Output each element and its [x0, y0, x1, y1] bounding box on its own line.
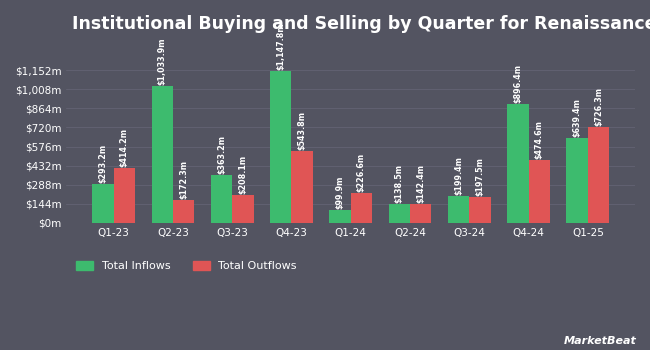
Bar [448, 196, 469, 223]
Bar [567, 138, 588, 223]
Text: $199.4m: $199.4m [454, 156, 463, 195]
Bar [588, 127, 609, 223]
Text: $363.2m: $363.2m [217, 135, 226, 174]
Bar [389, 204, 410, 223]
Bar [211, 175, 232, 223]
Text: $99.9m: $99.9m [335, 175, 345, 209]
Bar [351, 193, 372, 223]
Text: $639.4m: $639.4m [573, 98, 582, 137]
Text: $142.4m: $142.4m [416, 164, 425, 203]
Bar [528, 160, 550, 223]
Text: $293.2m: $293.2m [99, 144, 107, 183]
Text: $1,033.9m: $1,033.9m [158, 37, 167, 85]
Text: Institutional Buying and Selling by Quarter for RenaissanceRe: Institutional Buying and Selling by Quar… [72, 15, 650, 33]
Bar [114, 168, 135, 223]
Bar [507, 104, 528, 223]
Bar [330, 210, 351, 223]
Bar [173, 200, 194, 223]
Bar [151, 86, 173, 223]
Text: $172.3m: $172.3m [179, 160, 188, 199]
Bar [92, 184, 114, 223]
Text: $138.5m: $138.5m [395, 164, 404, 203]
Text: $896.4m: $896.4m [514, 64, 523, 103]
Text: $197.5m: $197.5m [475, 157, 484, 196]
Bar [469, 197, 491, 223]
Bar [291, 151, 313, 223]
Bar [410, 204, 432, 223]
Text: $414.2m: $414.2m [120, 128, 129, 167]
Bar [270, 71, 291, 223]
Text: MarketBeat: MarketBeat [564, 336, 637, 346]
Text: $543.8m: $543.8m [298, 111, 307, 150]
Text: $726.3m: $726.3m [594, 86, 603, 126]
Text: $1,147.8m: $1,147.8m [276, 22, 285, 70]
Bar [232, 195, 254, 223]
Text: $208.1m: $208.1m [239, 155, 248, 194]
Legend: Total Inflows, Total Outflows: Total Inflows, Total Outflows [72, 256, 302, 276]
Text: $474.6m: $474.6m [535, 120, 543, 159]
Text: $226.6m: $226.6m [357, 153, 366, 192]
